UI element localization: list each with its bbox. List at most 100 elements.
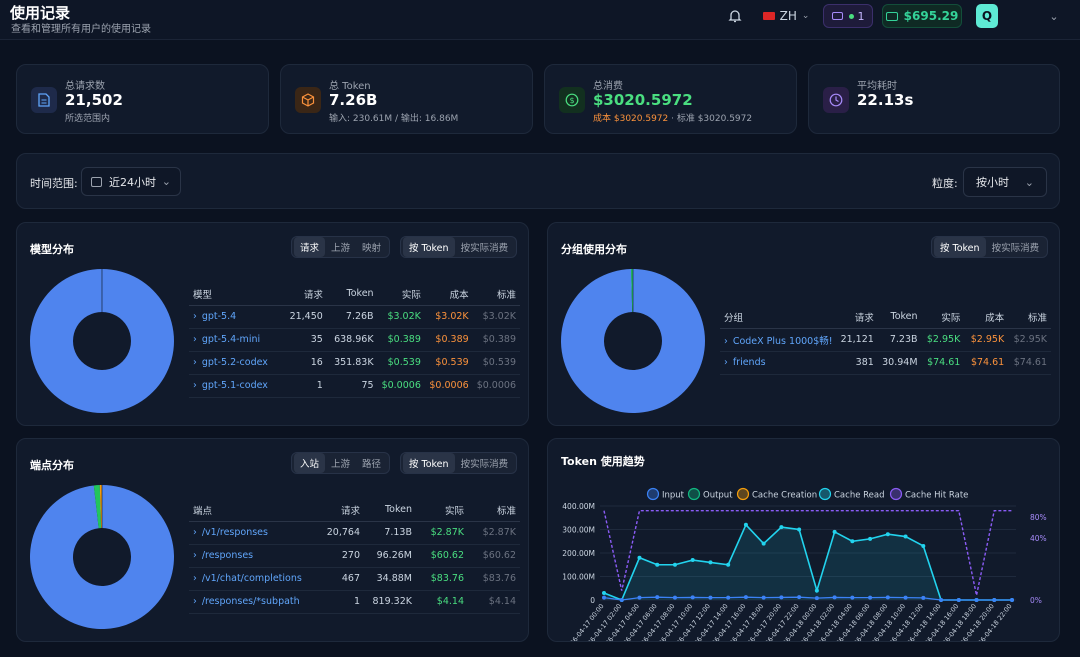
stat-value: 7.26B: [329, 91, 378, 109]
point-cache-read[interactable]: [690, 558, 695, 563]
page-title: 使用记录: [10, 4, 71, 22]
donut-slice-/v1/responses[interactable]: [29, 485, 174, 629]
point-cache-read[interactable]: [921, 543, 926, 548]
subscription-badge[interactable]: 1: [823, 4, 873, 28]
table-row[interactable]: › gpt-5.4-mini 35 638.96K $0.389 $0.389 $0.389: [189, 328, 520, 352]
point-cache-read[interactable]: [850, 539, 855, 544]
tab-mapping[interactable]: 映射: [362, 243, 382, 254]
point-cache-read[interactable]: [797, 527, 802, 532]
point-cache-read[interactable]: [637, 555, 642, 560]
point-input[interactable]: [974, 598, 979, 602]
point-input[interactable]: [708, 595, 713, 600]
legend-label[interactable]: Cache Hit Rate: [905, 491, 968, 501]
user-menu-chevron-icon[interactable]: ⌄: [1049, 9, 1059, 23]
point-input[interactable]: [850, 595, 855, 600]
point-input[interactable]: [672, 595, 677, 600]
point-input[interactable]: [779, 595, 784, 600]
point-input[interactable]: [619, 598, 624, 602]
legend-label[interactable]: Cache Creation: [752, 491, 817, 501]
col-header: 标准: [472, 283, 520, 306]
point-input[interactable]: [655, 595, 660, 600]
point-cache-read[interactable]: [814, 588, 819, 593]
page-subtitle: 查看和管理所有用户的使用记录: [11, 24, 151, 35]
series-line-cache-hit-rate[interactable]: [603, 510, 1012, 596]
point-input[interactable]: [726, 595, 731, 600]
donut-slice-gpt-5.4[interactable]: [30, 269, 175, 413]
point-input[interactable]: [814, 596, 819, 601]
donut-slice-/v1/chat/completions[interactable]: [99, 485, 102, 529]
point-input[interactable]: [690, 595, 695, 600]
point-cache-read[interactable]: [903, 534, 908, 539]
point-cache-read[interactable]: [655, 562, 660, 567]
point-input[interactable]: [921, 595, 926, 600]
granularity-select[interactable]: 按小时 ⌄: [963, 167, 1047, 197]
point-input[interactable]: [956, 598, 961, 602]
point-input[interactable]: [743, 595, 748, 600]
table-row[interactable]: ›/responses/*subpath 1 819.32K $4.14 $4.14: [189, 590, 520, 614]
series-line-input[interactable]: [603, 596, 1012, 601]
table-row[interactable]: › friends 381 30.94M $74.61 $74.61 $74.61: [720, 351, 1051, 375]
point-input[interactable]: [939, 598, 944, 602]
tab-by-actual-spend[interactable]: 按实际消费: [991, 243, 1040, 254]
point-cache-read[interactable]: [672, 562, 677, 567]
section-title: 分组使用分布: [561, 243, 627, 256]
table-row[interactable]: ›/responses 270 96.26M $60.62 $60.62: [189, 544, 520, 568]
avatar[interactable]: Q: [976, 4, 998, 28]
table-row[interactable]: ›/v1/chat/completions 467 34.88M $83.76 $83.…: [189, 567, 520, 591]
tab-upstream[interactable]: 上游: [331, 459, 351, 470]
donut-slice-/responses[interactable]: [93, 485, 102, 529]
point-input[interactable]: [885, 595, 890, 600]
tab-by-actual-spend[interactable]: 按实际消费: [460, 459, 509, 470]
point-cache-read[interactable]: [726, 562, 731, 567]
tab-by-token[interactable]: 按 Token: [403, 453, 455, 473]
point-input[interactable]: [761, 595, 766, 600]
table-row[interactable]: › gpt-5.2-codex 16 351.83K $0.539 $0.539 $0.53…: [189, 351, 520, 375]
language-label: ZH: [779, 9, 797, 23]
table-row[interactable]: › gpt-5.4 21,450 7.26B $3.02K $3.02K $3.02K: [189, 305, 520, 329]
tab-upstream[interactable]: 上游: [331, 243, 351, 254]
language-switcher[interactable]: ZH ⌄: [758, 4, 814, 28]
table-row[interactable]: › gpt-5.1-codex 1 75 $0.0006 $0.0006 $0.0006: [189, 374, 520, 398]
cell: 75: [326, 374, 378, 398]
legend-label[interactable]: Input: [662, 491, 685, 501]
tab-by-token[interactable]: 按 Token: [934, 237, 986, 257]
point-cache-read[interactable]: [708, 560, 713, 565]
tab-inbound[interactable]: 入站: [294, 453, 326, 473]
stat-value: $3020.5972: [593, 91, 693, 109]
legend-label[interactable]: Cache Read: [834, 491, 885, 501]
chevron-right-icon: ›: [193, 527, 197, 538]
tab-path[interactable]: 路径: [362, 459, 382, 470]
chevron-right-icon: ›: [193, 334, 197, 345]
subscription-count: 1: [857, 9, 865, 23]
point-cache-read[interactable]: [602, 590, 606, 595]
cell: 1: [280, 374, 327, 398]
point-input[interactable]: [992, 598, 997, 602]
point-input[interactable]: [797, 595, 802, 600]
tab-request[interactable]: 请求: [294, 237, 326, 257]
model-distribution-card: 模型分布 请求 上游 映射 按 Token 按实际消费 模型 请求 Token …: [16, 222, 529, 426]
point-cache-read[interactable]: [743, 522, 748, 527]
tab-by-token[interactable]: 按 Token: [403, 237, 455, 257]
point-cache-read[interactable]: [832, 529, 837, 534]
point-input[interactable]: [832, 595, 837, 600]
point-input[interactable]: [903, 595, 908, 600]
point-input[interactable]: [868, 595, 873, 600]
legend-label[interactable]: Output: [703, 491, 733, 501]
donut-slice-CodeX Plus 1000$畅![interactable]: [561, 269, 705, 413]
bell-icon[interactable]: [727, 8, 743, 24]
point-input[interactable]: [637, 595, 642, 600]
time-range-value: 近24小时: [109, 175, 156, 189]
point-input[interactable]: [1010, 598, 1014, 602]
balance-badge[interactable]: $695.29: [882, 4, 962, 28]
point-cache-read[interactable]: [868, 536, 873, 541]
point-input[interactable]: [602, 595, 606, 600]
donut-slice-friends[interactable]: [631, 269, 633, 313]
point-cache-read[interactable]: [761, 541, 766, 546]
point-cache-read[interactable]: [885, 532, 890, 537]
tab-by-actual-spend[interactable]: 按实际消费: [460, 243, 509, 254]
point-cache-read[interactable]: [779, 525, 784, 530]
endpoint-distribution-card: 端点分布 入站 上游 路径 按 Token 按实际消费 端点 请求 Token …: [16, 438, 529, 642]
time-range-select[interactable]: 近24小时 ⌄: [81, 167, 181, 196]
table-row[interactable]: ›/v1/responses 20,764 7.13B $2.87K $2.87K: [189, 521, 520, 545]
table-row[interactable]: › CodeX Plus 1000$畅! 21,121 7.23B $2.95K $2.9…: [720, 328, 1051, 352]
